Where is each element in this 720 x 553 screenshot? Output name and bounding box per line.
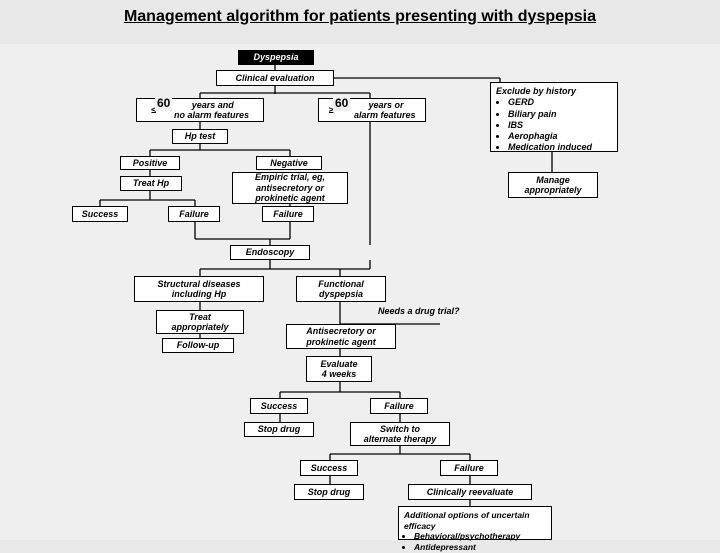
node-functional: Functional dyspepsia xyxy=(296,276,386,302)
node-evaluate: Evaluate 4 weeks xyxy=(306,356,372,382)
node-failure2: Failure xyxy=(370,398,428,414)
node-age-no-alarm: ≤60 years and no alarm features xyxy=(136,98,264,122)
node-negative: Negative xyxy=(256,156,322,170)
node-treat-approp: Treat appropriately xyxy=(156,310,244,334)
node-failure1b: Failure xyxy=(262,206,314,222)
node-positive: Positive xyxy=(120,156,180,170)
node-success3: Success xyxy=(300,460,358,476)
node-additional: Additional options of uncertain efficacy… xyxy=(398,506,552,540)
node-success1: Success xyxy=(72,206,128,222)
node-followup: Follow-up xyxy=(162,338,234,353)
node-failure1: Failure xyxy=(168,206,220,222)
node-stop-drug2: Stop drug xyxy=(294,484,364,500)
page-title: Management algorithm for patients presen… xyxy=(0,8,720,26)
node-endoscopy: Endoscopy xyxy=(230,245,310,260)
node-failure3: Failure xyxy=(440,460,498,476)
node-age-alarm: ≥ 60 years or alarm features xyxy=(318,98,426,122)
node-exclude: Exclude by history GERDBiliary painIBSAe… xyxy=(490,82,618,152)
node-structural: Structural diseases including Hp xyxy=(134,276,264,302)
node-manage-approp: Manage appropriately xyxy=(508,172,598,198)
node-antisecretory: Antisecretory or prokinetic agent xyxy=(286,324,396,349)
node-switch: Switch to alternate therapy xyxy=(350,422,450,446)
label-drug-trial: Needs a drug trial? xyxy=(378,306,460,316)
node-treat-hp: Treat Hp xyxy=(120,176,182,191)
node-stop-drug: Stop drug xyxy=(244,422,314,437)
flowchart-diagram: Dyspepsia Clinical evaluation ≤60 years … xyxy=(0,44,720,540)
node-success2: Success xyxy=(250,398,308,414)
node-clinical-eval: Clinical evaluation xyxy=(216,70,334,86)
node-empiric: Empiric trial, eg, antisecretory or prok… xyxy=(232,172,348,204)
node-clin-reeval: Clinically reevaluate xyxy=(408,484,532,500)
node-hp-test: Hp test xyxy=(172,129,228,144)
node-dyspepsia: Dyspepsia xyxy=(238,50,314,65)
